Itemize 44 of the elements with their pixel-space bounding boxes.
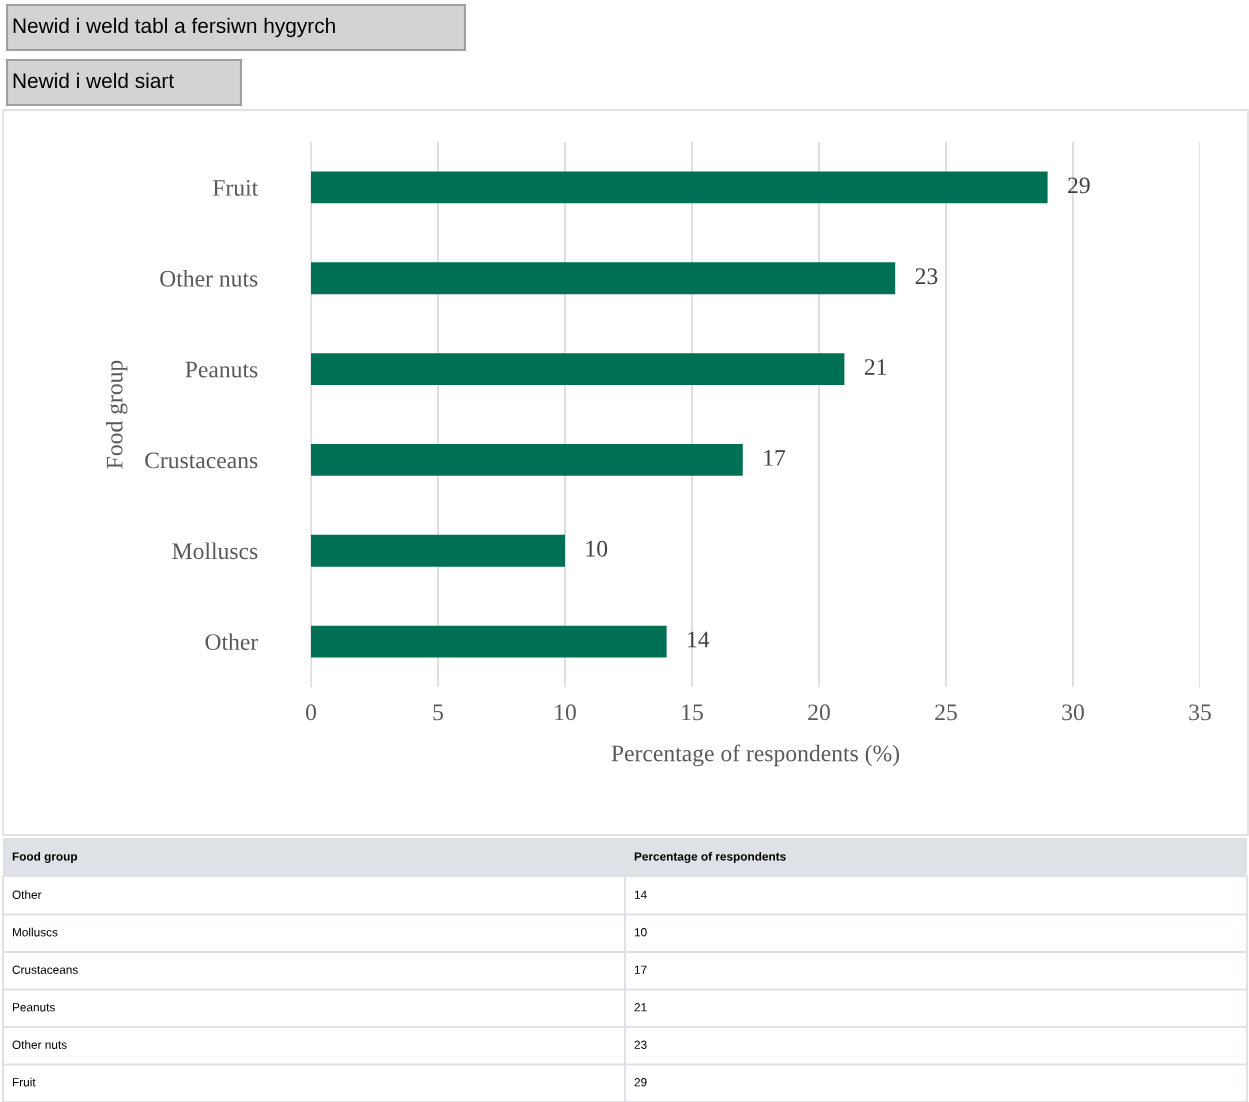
y-tick-label: Fruit [212,179,259,196]
text: 17 [634,965,647,974]
y-axis-title: Food group [105,360,128,469]
data-label: 14 [688,631,710,648]
bar [311,353,845,385]
text: 23 [634,1040,647,1049]
y-tick-label: Crustaceans [145,452,258,469]
text: Food group [12,851,78,864]
text: Molluscs [12,927,58,937]
text: Other nuts [12,1040,67,1049]
bar [311,171,1048,204]
data-label: 29 [1068,177,1090,194]
text: Crustaceans [12,965,78,974]
bar [311,262,896,295]
text: Percentage of respondents [634,851,786,864]
x-tick-label: 15 [682,704,703,721]
y-tick-label: Molluscs [172,542,258,560]
bar [311,444,743,476]
text: 14 [634,890,647,899]
y-tick-label: Other [205,633,259,651]
bar [311,625,667,658]
x-tick-label: 30 [1062,704,1084,721]
y-tick-label: Other nuts [160,270,258,287]
bar [311,534,565,567]
text: Peanuts [12,1003,55,1012]
x-axis-title: Percentage of respondents (%) [611,744,900,767]
text: 10 [634,928,647,937]
text: Newid i weld tabl a fersiwn hygyrch [13,17,335,38]
data-label: 10 [586,540,608,557]
x-tick-label: 25 [935,704,957,721]
x-tick-label: 35 [1189,704,1211,721]
x-tick-label: 0 [306,704,316,721]
data-label: 21 [864,359,887,375]
text: 21 [634,1003,647,1012]
text: Newid i weld siart [13,72,174,89]
data-label: 23 [915,268,938,285]
text: Other [12,890,42,899]
data-label: 17 [764,450,786,466]
text: Fruit [12,1077,36,1087]
text: 29 [634,1078,647,1087]
y-tick-label: Peanuts [185,361,258,378]
x-tick-label: 20 [808,704,830,721]
x-tick-label: 10 [555,704,576,721]
x-tick-label: 5 [433,704,443,721]
